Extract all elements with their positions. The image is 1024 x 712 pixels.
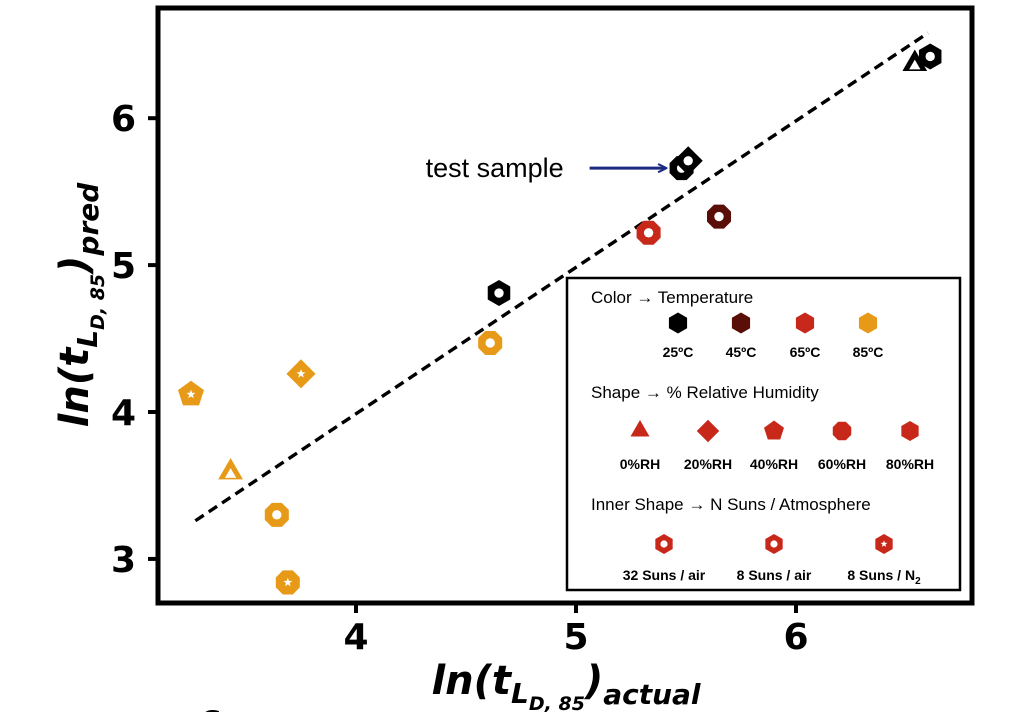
legend-shape-label-1: 0%RH bbox=[620, 456, 660, 472]
legend-shape-marker-1 bbox=[630, 420, 650, 437]
data-point-11 bbox=[706, 204, 732, 229]
legend-shape-label-2: 20%RH bbox=[684, 456, 732, 472]
data-point-7 bbox=[487, 280, 511, 307]
legend-color-marker-1 bbox=[668, 312, 688, 334]
data-point-4 bbox=[275, 570, 300, 595]
fit-line bbox=[194, 31, 929, 523]
legend-shape-label-4: 60%RH bbox=[818, 456, 866, 472]
legend-color-marker-2 bbox=[731, 312, 751, 334]
legend-inner-label-2: 8 Suns / air bbox=[737, 567, 812, 583]
data-point-12 bbox=[902, 49, 928, 71]
data-point-5 bbox=[286, 359, 316, 389]
legend-inner-label-1: 32 Suns / air bbox=[623, 567, 706, 583]
data-point-1 bbox=[178, 380, 204, 406]
data-point-8 bbox=[636, 220, 661, 245]
data-point-6 bbox=[478, 330, 503, 355]
legend-color-label-1: 25ºC bbox=[663, 344, 694, 360]
legend-shape-marker-3 bbox=[764, 420, 784, 440]
legend-shape-marker-5 bbox=[901, 421, 919, 441]
legend-inner-marker-1 bbox=[655, 534, 673, 554]
legend-inner-title: Inner Shape → N Suns / Atmosphere bbox=[591, 495, 871, 514]
plot-frame bbox=[155, 5, 975, 606]
legend-shape-label-5: 80%RH bbox=[886, 456, 934, 472]
data-point-13 bbox=[918, 43, 942, 70]
legend-inner-marker-2 bbox=[765, 534, 783, 554]
legend-color-title: Color → Temperature bbox=[591, 288, 753, 307]
x-axis-label: ln(tLD, 85)actual bbox=[431, 658, 700, 712]
legend-inner-marker-3 bbox=[875, 534, 893, 554]
x-tick-label-3: 6 bbox=[783, 617, 808, 658]
data-point-2 bbox=[218, 457, 243, 480]
y-tick-label-2: 4 bbox=[111, 393, 136, 434]
x-tick-label-2: 5 bbox=[563, 617, 588, 658]
y-axis-label: ln(tLD, 85)pred bbox=[52, 182, 109, 428]
y-tick-label-3: 5 bbox=[111, 246, 136, 287]
legend-inner-label-3: 8 Suns / N2 bbox=[847, 567, 921, 587]
legend-color-marker-4 bbox=[858, 312, 878, 334]
legend-shape-marker-4 bbox=[832, 421, 852, 441]
x-tick-label-1: 4 bbox=[343, 617, 368, 658]
legend-shape-title: Shape → % Relative Humidity bbox=[591, 383, 819, 402]
legend-shape-marker-2 bbox=[696, 419, 720, 443]
data-point-10 bbox=[673, 146, 703, 176]
data-point-3 bbox=[264, 502, 289, 527]
legend-shape-label-3: 40%RH bbox=[750, 456, 798, 472]
legend-box bbox=[565, 276, 962, 592]
y-tick-label-4: 6 bbox=[111, 99, 136, 140]
panel-letter: c bbox=[200, 698, 221, 712]
legend-color-label-3: 65ºC bbox=[790, 344, 821, 360]
legend-color-label-2: 45ºC bbox=[726, 344, 757, 360]
legend-color-marker-3 bbox=[795, 312, 815, 334]
y-tick-label-1: 3 bbox=[111, 540, 136, 581]
legend-color-label-4: 85ºC bbox=[853, 344, 884, 360]
annotation-text: test sample bbox=[426, 153, 564, 183]
